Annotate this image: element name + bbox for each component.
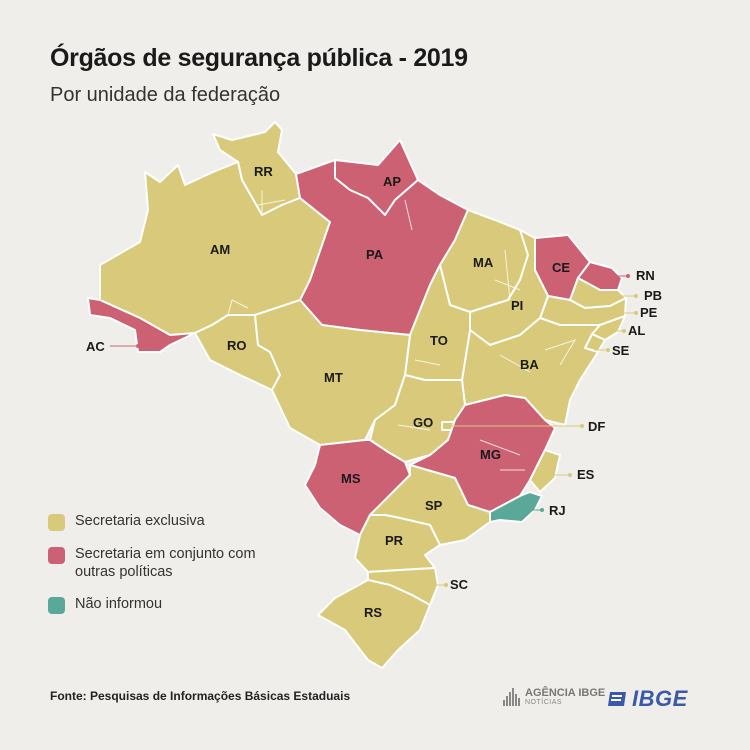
label-RS: RS (364, 605, 382, 620)
legend-label-nao-informou: Não informou (75, 596, 163, 612)
state-MT (254, 299, 411, 446)
label-MS: MS (341, 471, 361, 486)
agencia-ibge-logo: AGÊNCIA IBGE NOTÍCIAS (503, 688, 605, 706)
bars-icon (503, 688, 521, 706)
label-RO: RO (227, 338, 247, 353)
label-AM: AM (210, 242, 230, 257)
label-RR: RR (254, 164, 273, 179)
agencia-subtext: NOTÍCIAS (525, 699, 563, 706)
legend-swatch-exclusiva (48, 514, 65, 531)
label-SP: SP (425, 498, 443, 513)
label-PA: PA (366, 247, 384, 262)
label-SE: SE (612, 343, 630, 358)
state-RS (317, 579, 431, 669)
legend-label-exclusiva: Secretaria exclusiva (75, 513, 205, 529)
source-note: Fonte: Pesquisas de Informações Básicas … (50, 689, 351, 703)
agencia-text: AGÊNCIA IBGE (525, 687, 606, 699)
label-ES: ES (577, 467, 595, 482)
legend-item-nao-informou: Não informou (48, 595, 265, 614)
label-MA: MA (473, 255, 494, 270)
legend: Secretaria exclusiva Secretaria em conju… (48, 512, 265, 628)
label-PE: PE (640, 305, 658, 320)
legend-item-conjunto: Secretaria em conjunto com outras políti… (48, 545, 265, 581)
state-ES (529, 449, 561, 493)
state-PR (354, 514, 441, 573)
label-SC: SC (450, 577, 469, 592)
ibge-text: IBGE (632, 686, 688, 711)
label-RN: RN (636, 268, 655, 283)
legend-label-conjunto: Secretaria em conjunto com outras políti… (75, 546, 256, 580)
label-DF: DF (588, 419, 605, 434)
label-PR: PR (385, 533, 404, 548)
label-PI: PI (511, 298, 523, 313)
label-AL: AL (628, 323, 645, 338)
label-GO: GO (413, 415, 433, 430)
label-MT: MT (324, 370, 343, 385)
label-TO: TO (430, 333, 448, 348)
label-BA: BA (520, 357, 539, 372)
label-AC: AC (86, 339, 105, 354)
state-AC (87, 297, 196, 353)
ibge-emblem-icon (608, 692, 626, 706)
label-PB: PB (644, 288, 662, 303)
leader-lines (110, 274, 638, 587)
label-CE: CE (552, 260, 570, 275)
legend-swatch-nao-informou (48, 597, 65, 614)
state-MG (409, 394, 556, 513)
label-AP: AP (383, 174, 401, 189)
ibge-logo: IBGE (606, 686, 688, 712)
label-MG: MG (480, 447, 501, 462)
map-subtitle: Por unidade da federação (50, 84, 281, 106)
legend-swatch-conjunto (48, 547, 65, 564)
map-title: Órgãos de segurança pública - 2019 (50, 44, 468, 72)
legend-item-exclusiva: Secretaria exclusiva (48, 512, 265, 531)
label-RJ: RJ (549, 503, 566, 518)
